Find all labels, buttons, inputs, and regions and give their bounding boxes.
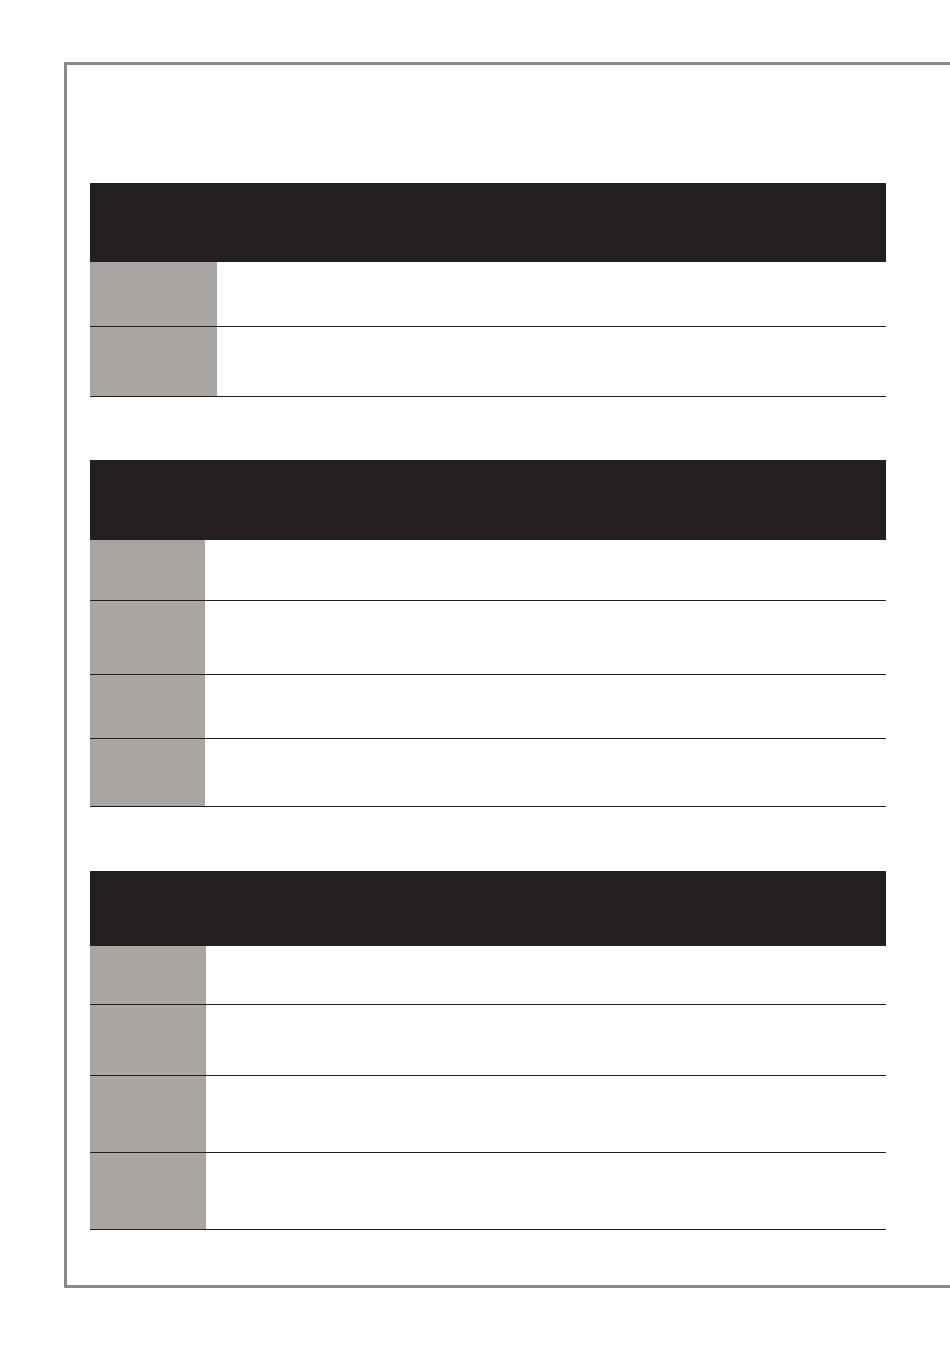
table-row [90, 601, 886, 675]
table-row [90, 540, 886, 601]
table-header [90, 183, 886, 262]
page-frame [64, 62, 950, 1288]
row-label-cell [90, 601, 205, 674]
table-row [90, 327, 886, 397]
table-header [90, 460, 886, 540]
row-label-cell [90, 262, 217, 326]
row-label-cell [90, 1153, 206, 1229]
row-label-cell [90, 739, 205, 806]
table-row [90, 739, 886, 807]
table-row [90, 675, 886, 739]
row-label-cell [90, 1076, 206, 1152]
row-label-cell [90, 540, 205, 600]
table-row [90, 1076, 886, 1153]
row-label-cell [90, 946, 206, 1004]
row-label-cell [90, 675, 205, 738]
table-header [90, 871, 886, 946]
table-row [90, 262, 886, 327]
table-row [90, 1005, 886, 1076]
row-label-cell [90, 1005, 206, 1075]
table-row [90, 946, 886, 1005]
table-row [90, 1153, 886, 1230]
row-label-cell [90, 327, 217, 396]
